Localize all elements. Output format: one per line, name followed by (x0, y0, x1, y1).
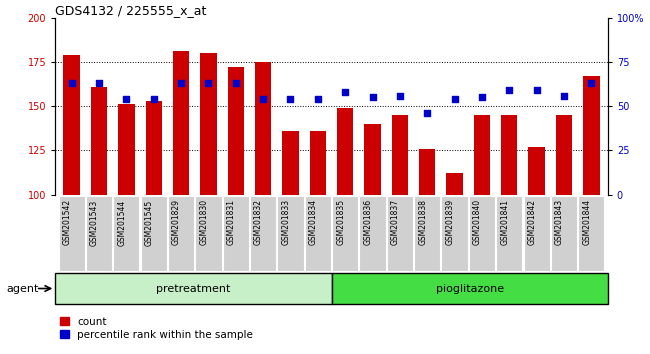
Point (367, 95, 378, 100)
FancyBboxPatch shape (578, 196, 604, 271)
FancyBboxPatch shape (332, 273, 608, 304)
Legend: count, percentile rank within the sample: count, percentile rank within the sample (60, 317, 253, 340)
FancyBboxPatch shape (305, 196, 331, 271)
Text: GSM201837: GSM201837 (391, 199, 400, 245)
Bar (501, 115, 517, 195)
Bar (282, 131, 299, 195)
FancyBboxPatch shape (332, 196, 358, 271)
FancyBboxPatch shape (113, 196, 140, 271)
FancyBboxPatch shape (86, 196, 112, 271)
Point (340, 89, 350, 95)
Text: GSM201542: GSM201542 (62, 199, 72, 245)
Bar (309, 131, 326, 195)
Point (313, 96, 323, 102)
Text: pioglitazone: pioglitazone (436, 284, 504, 293)
Point (476, 95, 487, 100)
Bar (227, 67, 244, 195)
Text: GSM201544: GSM201544 (118, 199, 126, 246)
FancyBboxPatch shape (496, 196, 523, 271)
FancyBboxPatch shape (55, 273, 332, 304)
Point (504, 87, 515, 93)
Text: GSM201844: GSM201844 (582, 199, 592, 245)
Point (94, 80, 104, 86)
Point (258, 96, 268, 102)
Text: GSM201839: GSM201839 (446, 199, 454, 245)
Bar (118, 104, 135, 195)
Point (422, 110, 432, 116)
Bar (200, 53, 216, 195)
Point (121, 96, 131, 102)
Text: GSM201835: GSM201835 (336, 199, 345, 245)
FancyBboxPatch shape (223, 196, 249, 271)
Text: GSM201829: GSM201829 (172, 199, 181, 245)
Text: GSM201841: GSM201841 (500, 199, 510, 245)
Text: pretreatment: pretreatment (156, 284, 231, 293)
Text: GSM201833: GSM201833 (281, 199, 291, 245)
Point (449, 96, 460, 102)
FancyBboxPatch shape (523, 196, 550, 271)
FancyBboxPatch shape (469, 196, 495, 271)
FancyBboxPatch shape (414, 196, 440, 271)
Point (66, 80, 77, 86)
Point (586, 80, 597, 86)
Bar (447, 173, 463, 195)
FancyBboxPatch shape (168, 196, 194, 271)
Text: GSM201543: GSM201543 (90, 199, 99, 246)
FancyBboxPatch shape (441, 196, 468, 271)
FancyBboxPatch shape (278, 196, 304, 271)
Text: agent: agent (6, 284, 39, 293)
Text: GSM201842: GSM201842 (528, 199, 537, 245)
Point (176, 80, 187, 86)
Text: GDS4132 / 225555_x_at: GDS4132 / 225555_x_at (55, 4, 207, 17)
Text: GSM201830: GSM201830 (200, 199, 209, 245)
FancyBboxPatch shape (250, 196, 276, 271)
FancyBboxPatch shape (387, 196, 413, 271)
Bar (364, 124, 381, 195)
Bar (146, 101, 162, 195)
Bar (91, 87, 107, 195)
Bar (474, 115, 490, 195)
Point (532, 87, 542, 93)
Text: GSM201545: GSM201545 (145, 199, 153, 246)
Text: GSM201834: GSM201834 (309, 199, 318, 245)
FancyBboxPatch shape (58, 196, 84, 271)
Bar (392, 115, 408, 195)
FancyBboxPatch shape (359, 196, 385, 271)
Text: GSM201832: GSM201832 (254, 199, 263, 245)
Text: GSM201838: GSM201838 (418, 199, 427, 245)
Bar (255, 62, 271, 195)
Point (559, 93, 569, 98)
FancyBboxPatch shape (140, 196, 167, 271)
Bar (583, 76, 599, 195)
Point (231, 80, 241, 86)
Bar (64, 55, 80, 195)
Bar (419, 149, 436, 195)
Point (148, 96, 159, 102)
Point (395, 93, 405, 98)
Bar (337, 108, 354, 195)
Text: GSM201831: GSM201831 (227, 199, 236, 245)
Text: GSM201836: GSM201836 (363, 199, 372, 245)
FancyBboxPatch shape (551, 196, 577, 271)
Bar (173, 51, 189, 195)
Text: GSM201840: GSM201840 (473, 199, 482, 245)
Text: GSM201843: GSM201843 (555, 199, 564, 245)
FancyBboxPatch shape (195, 196, 222, 271)
Point (203, 80, 214, 86)
Bar (528, 147, 545, 195)
Point (285, 96, 296, 102)
Bar (556, 115, 572, 195)
